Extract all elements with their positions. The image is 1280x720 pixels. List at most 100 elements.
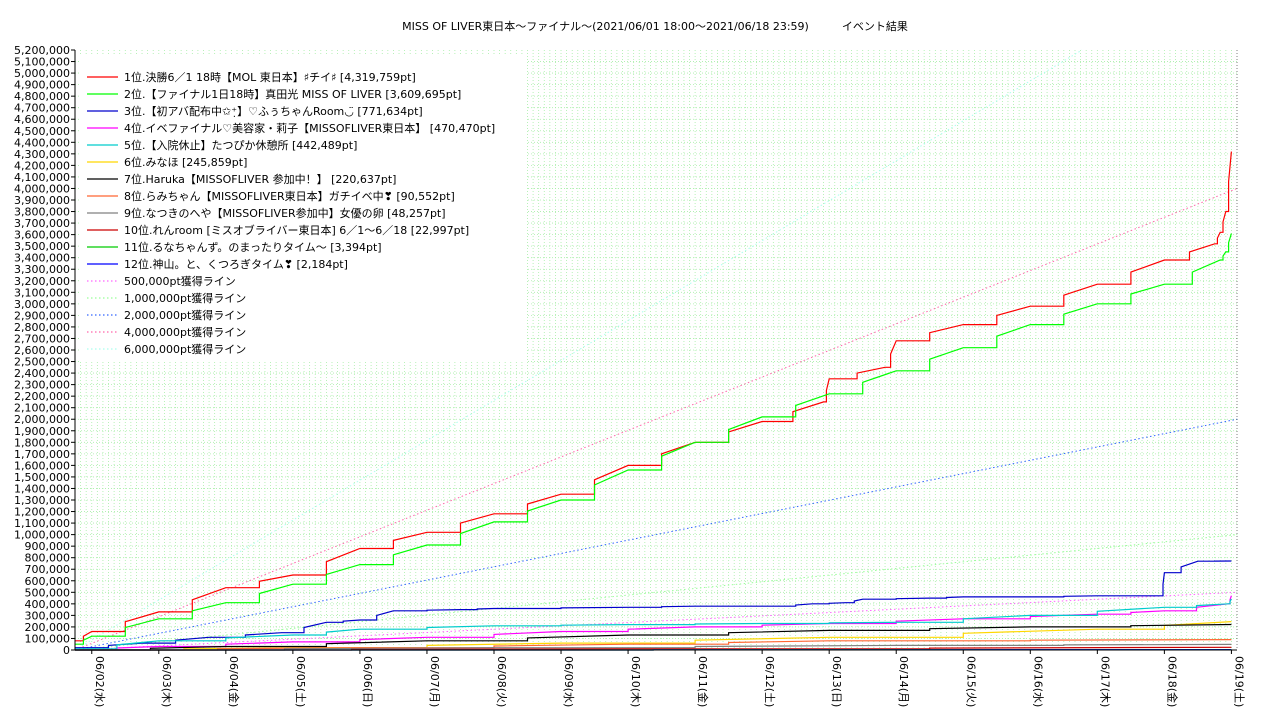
legend-label: 4位.イベファイナル♡美容家・莉子【MISSOFLIVER東日本】 [470,4… xyxy=(124,121,495,135)
x-tick-label: 06/13(日) xyxy=(830,656,843,707)
y-tick-label: 3,300,000 xyxy=(14,263,70,276)
legend-label: 2位.【ファイナル1日18時】真田光 MISS OF LIVER [3,609,… xyxy=(124,87,461,101)
series-line xyxy=(75,233,1232,645)
y-tick-label: 5,200,000 xyxy=(14,44,70,57)
x-tick-label: 06/09(水) xyxy=(562,656,575,707)
y-tick-label: 3,500,000 xyxy=(14,240,70,253)
y-tick-label: 5,100,000 xyxy=(14,56,70,69)
y-tick-label: 1,900,000 xyxy=(14,425,70,438)
y-tick-label: 4,500,000 xyxy=(14,125,70,138)
y-tick-label: 4,400,000 xyxy=(14,136,70,149)
legend-label: 8位.らみちゃん【MISSOFLIVER東日本】ガチイベ中❣ [90,552pt… xyxy=(124,189,455,203)
series-line xyxy=(75,598,1232,650)
y-tick-label: 400,000 xyxy=(25,598,71,611)
legend-label: 10位.れんroom [ミスオブライバー東日本] 6／1〜6／18 [22,99… xyxy=(124,223,469,237)
x-tick-label: 06/17(木) xyxy=(1098,656,1111,707)
x-tick-label: 06/15(火) xyxy=(964,656,977,707)
reference-line xyxy=(74,187,1238,651)
y-tick-label: 1,700,000 xyxy=(14,448,70,461)
reference-lines xyxy=(74,49,1238,651)
y-tick-label: 1,800,000 xyxy=(14,436,70,449)
series-line xyxy=(75,595,1232,650)
x-tick-label: 06/08(火) xyxy=(495,656,508,707)
y-tick-label: 2,300,000 xyxy=(14,379,70,392)
reference-line xyxy=(74,49,1083,651)
legend-label: 6位.みなほ [245,859pt] xyxy=(124,155,247,169)
legend: 1位.決勝6／1 18時【MOL 東日本】♯チイ♯ [4,319,759pt] 2… xyxy=(80,56,526,362)
y-tick-label: 1,000,000 xyxy=(14,529,70,542)
y-tick-label: 4,800,000 xyxy=(14,90,70,103)
chart-title: MISS OF LIVER東日本〜ファイナル〜(2021/06/01 18:00… xyxy=(402,19,908,33)
x-tick-label: 06/07(月) xyxy=(428,656,441,707)
y-tick-label: 3,700,000 xyxy=(14,217,70,230)
y-tick-label: 2,400,000 xyxy=(14,367,70,380)
y-tick-label: 1,400,000 xyxy=(14,482,70,495)
y-tick-label: 0 xyxy=(63,644,70,657)
reference-line xyxy=(74,534,1238,651)
y-tick-label: 500,000 xyxy=(25,586,71,599)
y-tick-label: 100,000 xyxy=(25,632,71,645)
legend-label: 7位.Haruka【MISSOFLIVER 参加中！】 [220,637pt] xyxy=(124,172,396,186)
x-tick-label: 06/04(金) xyxy=(227,656,241,707)
series-lines xyxy=(75,151,1232,651)
y-tick-label: 1,100,000 xyxy=(14,517,70,530)
y-tick-label: 800,000 xyxy=(25,552,71,565)
legend-label: 500,000pt獲得ライン xyxy=(124,275,236,288)
legend-label: 11位.るなちゃんず。のまったりタイム〜 [3,394pt] xyxy=(124,240,382,254)
y-tick-label: 2,100,000 xyxy=(14,402,70,415)
y-tick-label: 2,800,000 xyxy=(14,321,70,334)
y-tick-label: 1,600,000 xyxy=(14,459,70,472)
y-tick-label: 600,000 xyxy=(25,575,71,588)
x-tick-label: 06/06(日) xyxy=(361,656,374,707)
y-tick-label: 2,500,000 xyxy=(14,356,70,369)
y-tick-label: 1,500,000 xyxy=(14,471,70,484)
legend-label: 1位.決勝6／1 18時【MOL 東日本】♯チイ♯ [4,319,759pt] xyxy=(124,70,416,84)
y-tick-label: 4,900,000 xyxy=(14,79,70,92)
legend-label: 9位.なつきのへや【MISSOFLIVER参加中】女優の卵 [48,257pt] xyxy=(124,206,446,220)
y-tick-label: 3,600,000 xyxy=(14,229,70,242)
x-tick-label: 06/11(金) xyxy=(696,656,710,707)
y-tick-label: 3,200,000 xyxy=(14,275,70,288)
y-tick-label: 3,800,000 xyxy=(14,206,70,219)
legend-label: 12位.神山。と、くつろぎタイム❣ [2,184pt] xyxy=(124,257,348,271)
x-tick-label: 06/19(土) xyxy=(1232,656,1245,707)
legend-label: 3位.【初アバ配布中✩⁺̣】♡ふぅちゃんRoom◡̈ [771,634pt] xyxy=(124,104,423,118)
y-tick-label: 2,000,000 xyxy=(14,413,70,426)
y-axis-ticks: 0100,000200,000300,000400,000500,000600,… xyxy=(14,44,75,657)
x-tick-label: 06/03(木) xyxy=(160,656,173,707)
y-tick-label: 4,100,000 xyxy=(14,171,70,184)
y-tick-label: 2,200,000 xyxy=(14,390,70,403)
series-line xyxy=(75,639,1232,651)
y-tick-label: 3,400,000 xyxy=(14,252,70,265)
y-tick-label: 2,600,000 xyxy=(14,344,70,357)
y-tick-label: 4,700,000 xyxy=(14,102,70,115)
y-tick-label: 2,900,000 xyxy=(14,309,70,322)
x-tick-label: 06/02(水) xyxy=(93,656,106,707)
y-tick-label: 3,000,000 xyxy=(14,298,70,311)
y-tick-label: 2,700,000 xyxy=(14,332,70,345)
legend-label: 1,000,000pt獲得ライン xyxy=(124,292,246,305)
y-tick-label: 4,200,000 xyxy=(14,159,70,172)
y-tick-label: 4,000,000 xyxy=(14,182,70,195)
legend-label: 6,000,000pt獲得ライン xyxy=(124,343,246,356)
series-line xyxy=(75,623,1232,651)
x-axis-ticks: 06/02(水) 06/03(木) 06/04(金) 06/05(土) 06/06(日)… xyxy=(91,650,1245,707)
y-tick-label: 1,200,000 xyxy=(14,506,70,519)
x-tick-label: 06/16(水) xyxy=(1031,656,1044,707)
y-tick-label: 300,000 xyxy=(25,609,71,622)
y-tick-label: 900,000 xyxy=(25,540,71,553)
y-tick-label: 1,300,000 xyxy=(14,494,70,507)
series-line xyxy=(75,560,1232,649)
x-tick-label: 06/05(土) xyxy=(294,656,307,707)
y-tick-label: 4,300,000 xyxy=(14,148,70,161)
y-tick-label: 700,000 xyxy=(25,563,71,576)
y-tick-label: 5,000,000 xyxy=(14,67,70,80)
legend-box xyxy=(80,56,526,362)
legend-label: 5位.【入院休止】たつぴか休憩所 [442,489pt] xyxy=(124,138,357,152)
legend-label: 4,000,000pt獲得ライン xyxy=(124,326,246,339)
y-tick-label: 3,900,000 xyxy=(14,194,70,207)
x-tick-label: 06/10(木) xyxy=(629,656,642,707)
legend-label: 2,000,000pt獲得ライン xyxy=(124,309,246,322)
x-tick-label: 06/18(金) xyxy=(1165,656,1179,707)
